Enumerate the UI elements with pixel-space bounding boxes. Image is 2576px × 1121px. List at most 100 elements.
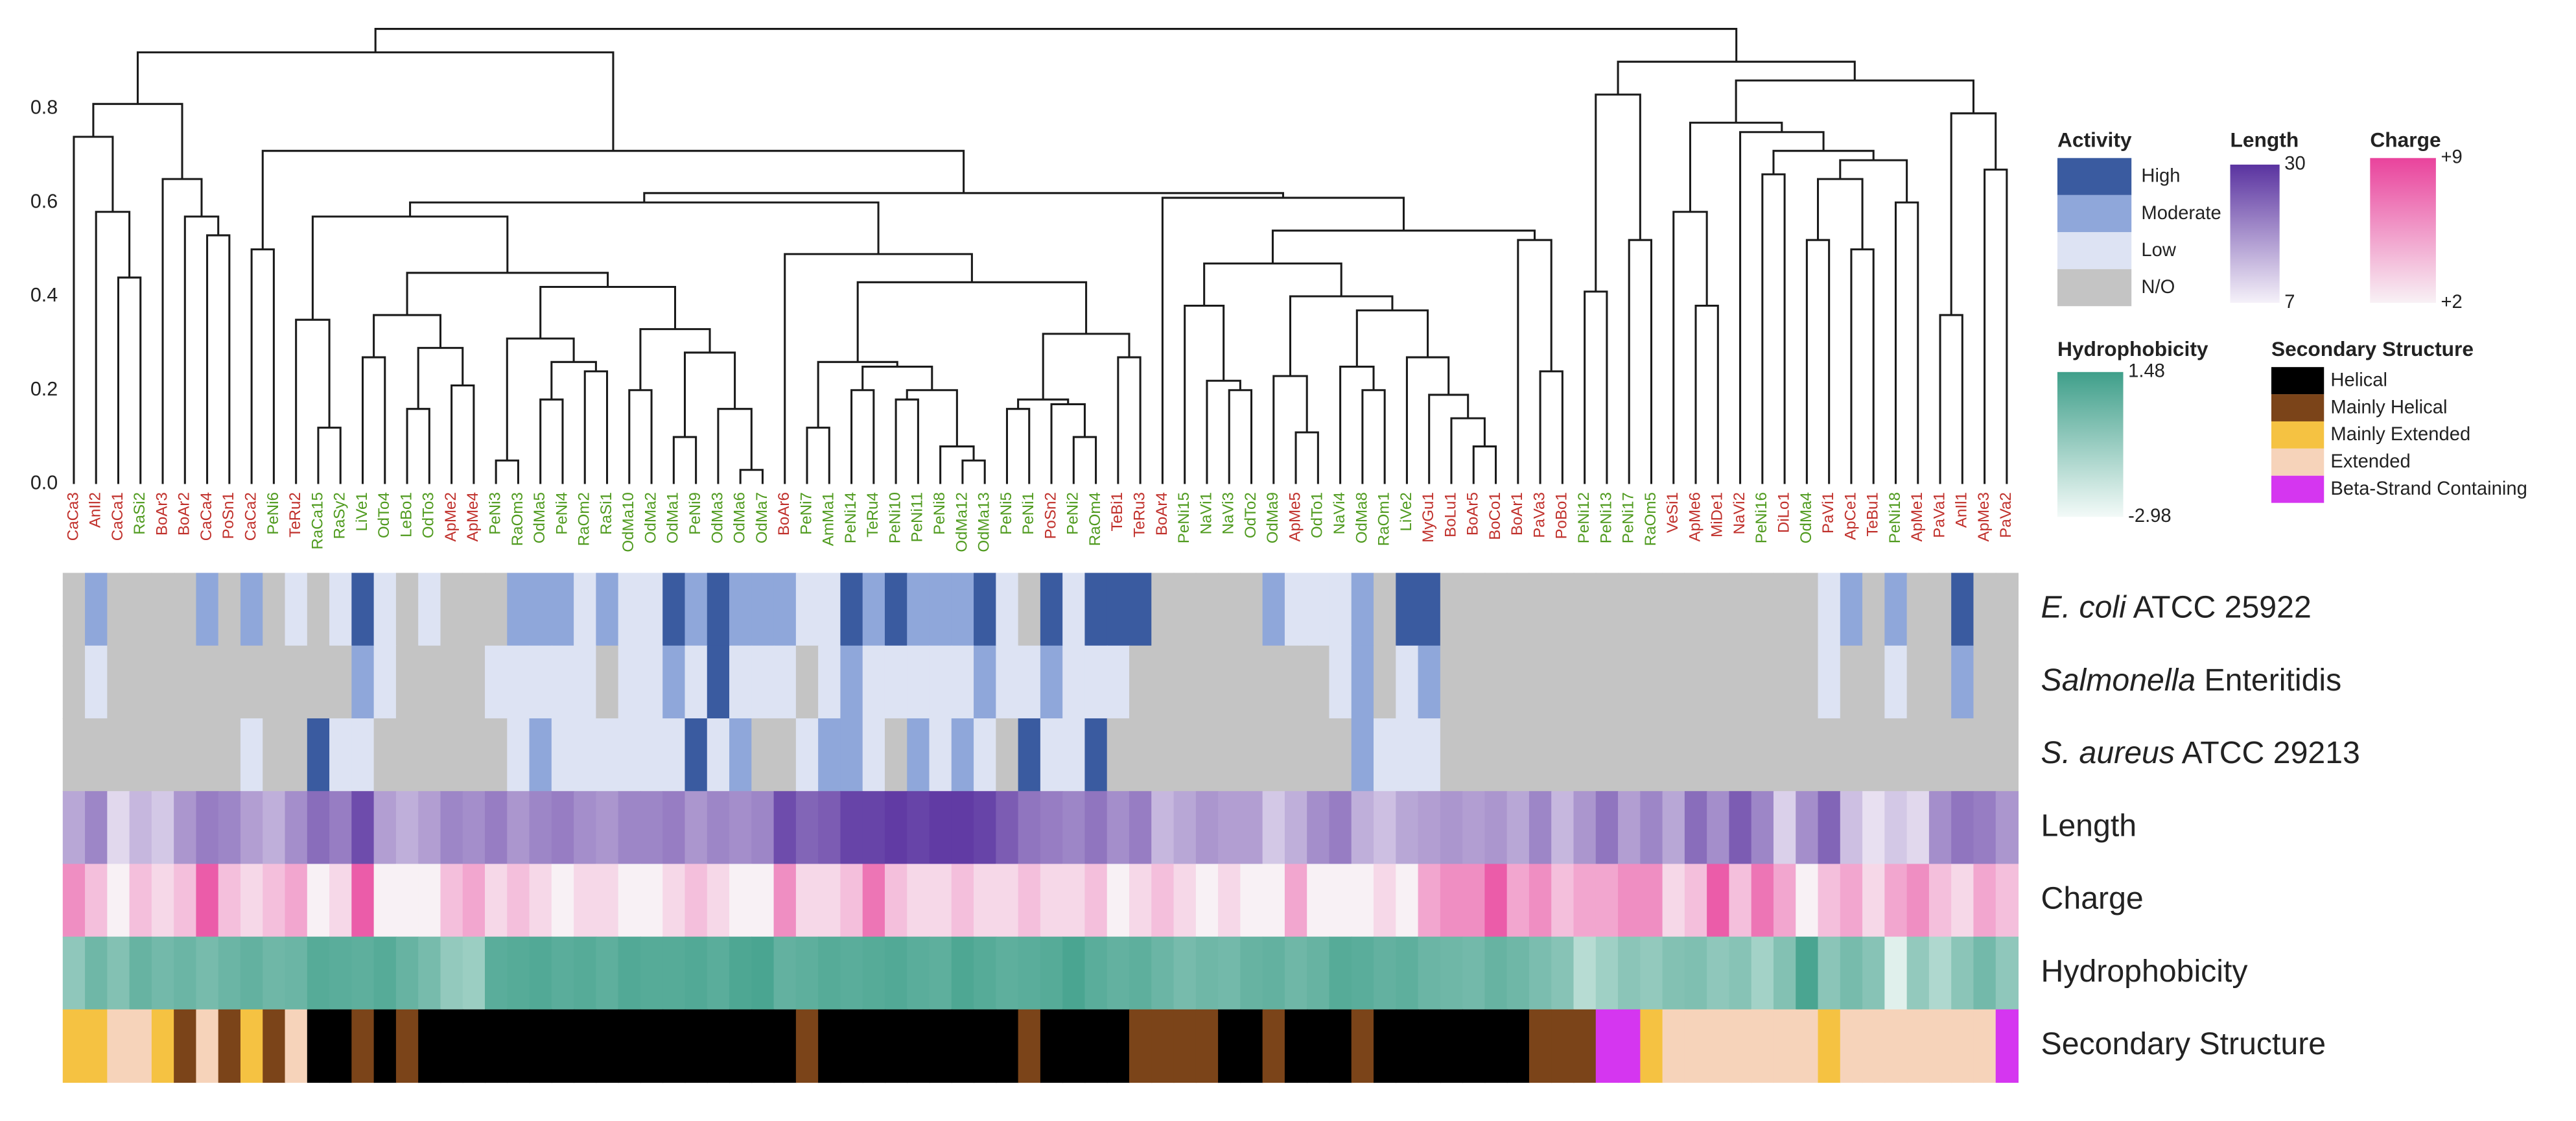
heatmap-cell	[418, 791, 441, 865]
heatmap-cell	[929, 936, 952, 1010]
heatmap-cell	[1951, 1009, 1974, 1083]
heatmap-cell	[107, 572, 130, 646]
leaf-label: OdTo1	[1309, 492, 1326, 538]
heatmap-cell	[1040, 718, 1064, 792]
heatmap-cell	[773, 1009, 797, 1083]
heatmap-cell	[1151, 936, 1175, 1010]
leaf-label: OdMa5	[531, 492, 548, 543]
heatmap-cell	[596, 1009, 619, 1083]
heatmap-cell	[485, 936, 508, 1010]
heatmap-cell	[1329, 1009, 1352, 1083]
heatmap-cell	[1262, 936, 1285, 1010]
heatmap-cell	[1396, 1009, 1419, 1083]
row-label-part: Charge	[2041, 880, 2144, 915]
heatmap-cell	[1773, 791, 1797, 865]
leaf-label: PeNi2	[1064, 492, 1082, 535]
heatmap-cell	[1396, 936, 1419, 1010]
heatmap-cell	[1995, 864, 2019, 938]
heatmap-cell	[1640, 718, 1663, 792]
heatmap-cell	[951, 1009, 975, 1083]
leaf-label: PoBo1	[1553, 492, 1571, 539]
heatmap-cell	[907, 864, 930, 938]
heatmap-cell	[1662, 718, 1685, 792]
heatmap-cell	[395, 936, 419, 1010]
heatmap-cell	[996, 572, 1019, 646]
leaf-label: ApMe1	[1908, 492, 1926, 541]
heatmap-cell	[307, 572, 331, 646]
heatmap-cell	[996, 936, 1019, 1010]
heatmap-cell	[1528, 1009, 1552, 1083]
heatmap-cell	[840, 645, 863, 719]
heatmap-cell	[1284, 864, 1308, 938]
heatmap-cell	[351, 572, 375, 646]
heatmap-cell	[1618, 718, 1641, 792]
dendrogram-link	[683, 351, 736, 438]
leaf-label: PeNi18	[1886, 492, 1904, 543]
heatmap-cell	[1062, 718, 1086, 792]
row-label-part: Hydrophobicity	[2041, 953, 2249, 988]
heatmap-cell	[1773, 864, 1797, 938]
heatmap-cell	[1951, 936, 1974, 1010]
heatmap-cell	[263, 791, 286, 865]
heatmap-cell	[1951, 864, 1974, 938]
heatmap-cell	[1862, 572, 1886, 646]
heatmap-cell	[129, 645, 152, 719]
heatmap-cell	[751, 718, 775, 792]
leaf-label: NaVi4	[1331, 492, 1348, 534]
row-label: Salmonella Enteritidis	[2041, 663, 2342, 698]
row-label: E. coli ATCC 25922	[2041, 589, 2312, 624]
heatmap-cell	[1240, 572, 1263, 646]
heatmap-cell	[263, 864, 286, 938]
heatmap-cell	[551, 645, 575, 719]
heatmap-cell	[1018, 936, 1041, 1010]
heatmap-cell	[240, 718, 264, 792]
leaf-label: OdTo3	[420, 492, 438, 538]
heatmap-cell	[1618, 936, 1641, 1010]
heatmap-cell	[1573, 572, 1597, 646]
heatmap-cell	[1906, 718, 1930, 792]
heatmap-cell	[1751, 645, 1774, 719]
leaf-label: OdMa13	[976, 492, 993, 552]
heatmap-cell	[1707, 718, 1730, 792]
heatmap-cell	[662, 718, 686, 792]
heatmap-cell	[1506, 718, 1530, 792]
heatmap-cell	[1818, 572, 1841, 646]
heatmap-cell	[1329, 791, 1352, 865]
heatmap-cell	[1151, 1009, 1175, 1083]
heatmap-cell	[1506, 1009, 1530, 1083]
leaf-label: ApMe4	[464, 492, 482, 541]
heatmap-cell	[1440, 864, 1464, 938]
heatmap-cell	[196, 1009, 219, 1083]
leaf-label: PeNi12	[1575, 492, 1593, 543]
heatmap-cell	[462, 572, 486, 646]
leaf-label: LiVe2	[1398, 492, 1415, 531]
heatmap-cell	[174, 645, 197, 719]
heatmap-cell	[1129, 936, 1153, 1010]
heatmap-cell	[662, 645, 686, 719]
heatmap-cell	[1573, 864, 1597, 938]
legend-label: Low	[2141, 240, 2176, 261]
heatmap-cell	[1262, 718, 1285, 792]
leaf-label: OdMa7	[753, 492, 771, 543]
heatmap-cell	[685, 1009, 708, 1083]
heatmap-cell	[1796, 718, 1819, 792]
heatmap-cell	[263, 572, 286, 646]
heatmap-cell	[529, 645, 552, 719]
legend-tick-label: 1.48	[2128, 360, 2165, 381]
heatmap-cell	[418, 718, 441, 792]
heatmap-cell	[1684, 1009, 1708, 1083]
heatmap-cell	[596, 572, 619, 646]
legend-swatch	[2271, 367, 2324, 395]
leaf-label: BoAr5	[1464, 492, 1482, 536]
leaf-label: PoSn2	[1042, 492, 1059, 539]
row-label-part: S. aureus	[2041, 735, 2175, 770]
heatmap-cell	[85, 791, 108, 865]
heatmap-cell	[462, 718, 486, 792]
heatmap-cell	[1862, 791, 1886, 865]
leaf-label: PaVa1	[1930, 492, 1948, 538]
heatmap-cell	[751, 645, 775, 719]
heatmap-cell	[1018, 718, 1041, 792]
heatmap-cell	[1818, 864, 1841, 938]
heatmap-cell	[1973, 1009, 1996, 1083]
heatmap-cell	[996, 1009, 1019, 1083]
